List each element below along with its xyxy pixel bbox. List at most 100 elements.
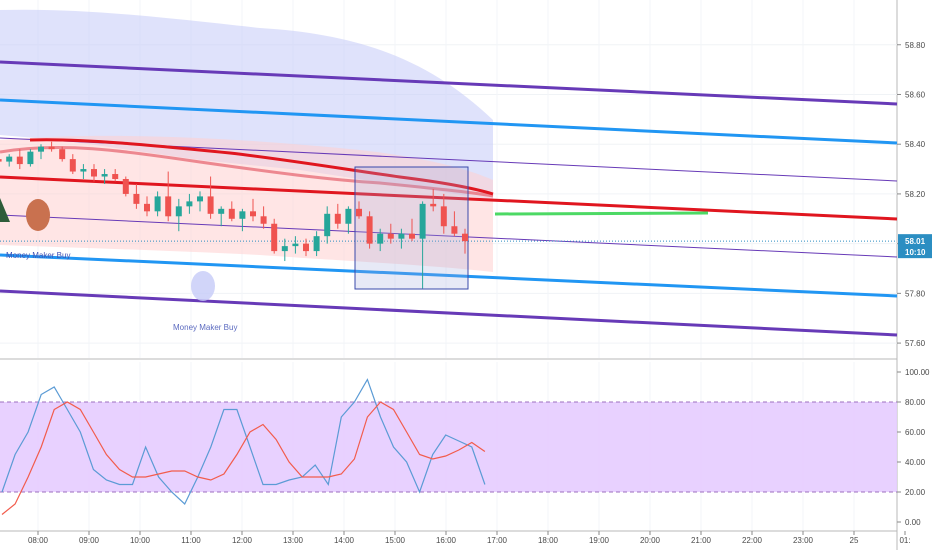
candle-body [16, 156, 23, 165]
candle-body [144, 203, 150, 212]
candles-layer [0, 141, 468, 289]
sell-marker-circle [26, 199, 50, 231]
current-price-label: 58.01 [905, 237, 926, 246]
channel-inner-bottom-line [0, 214, 898, 258]
osc-tick-label: 60.00 [905, 428, 926, 437]
osc-tick-label: 20.00 [905, 488, 926, 497]
candle-body [239, 211, 246, 219]
price-axis-background [898, 0, 932, 550]
candle-body [430, 203, 437, 207]
price-tick-label: 57.80 [905, 289, 926, 298]
price-tick-label: 58.60 [905, 90, 926, 99]
candle-body [377, 233, 384, 244]
candle-body [91, 169, 97, 177]
stoch-d-line [1, 401, 486, 515]
candle-body [228, 208, 235, 219]
overlay-layer: Money Maker Buy Money Maker Buy [0, 9, 898, 337]
candle-body [122, 179, 129, 194]
candle-body [59, 149, 66, 160]
candle-body [409, 233, 415, 239]
candle-body [303, 243, 309, 252]
candle-body [154, 196, 161, 212]
candle-body [80, 169, 87, 172]
candle-body [281, 246, 288, 252]
stoch-k-line [1, 378, 486, 505]
osc-tick-label: 0.00 [905, 518, 921, 527]
candle-body [112, 174, 119, 179]
time-tick-label: 16:00 [436, 536, 457, 545]
time-tick-label: 19:00 [589, 536, 610, 545]
time-tick-label: 17:00 [487, 536, 508, 545]
current-price-badge [898, 234, 932, 259]
candle-body [451, 226, 458, 234]
candle-body [250, 211, 256, 217]
candle-body [387, 233, 394, 239]
time-tick-label: 22:00 [742, 536, 763, 545]
price-tick-label: 57.60 [905, 339, 926, 348]
candle-body [207, 196, 214, 214]
time-tick-label: 09:00 [79, 536, 100, 545]
candle-body [440, 206, 447, 227]
time-tick-label: 08:00 [28, 536, 49, 545]
moving-average-line [29, 138, 494, 196]
candle-body [6, 156, 13, 162]
candle-body [133, 193, 140, 204]
candle-body [345, 208, 352, 224]
candle-body [292, 243, 299, 247]
candle-body [165, 196, 172, 217]
price-tick-label: 58.40 [905, 140, 926, 149]
candle-body [0, 159, 2, 162]
osc-tick-label: 100.00 [905, 368, 930, 377]
signal-line [494, 211, 709, 216]
candle-body [313, 236, 320, 252]
candle-body [218, 208, 225, 214]
time-tick-label: 21:00 [691, 536, 712, 545]
candle-body [366, 216, 373, 244]
oscillator-layer [0, 378, 897, 515]
candle-body [271, 223, 278, 252]
candle-body [419, 203, 426, 239]
money-maker-buy-label: Money Maker Buy [6, 251, 70, 260]
time-tick-label: 18:00 [538, 536, 559, 545]
candle-body [186, 201, 193, 207]
time-tick-label: 15:00 [385, 536, 406, 545]
candle-body [48, 146, 55, 150]
candle-body [356, 208, 362, 217]
candle-body [101, 174, 108, 177]
candle-body [69, 159, 76, 172]
channel-bottom-line [0, 253, 898, 298]
buy-marker-circle [191, 271, 215, 301]
candle-body [27, 151, 34, 165]
channel-outer-top-line [0, 60, 898, 106]
time-tick-label: 01: [899, 536, 910, 545]
candle-body [334, 213, 341, 224]
time-tick-label: 23:00 [793, 536, 814, 545]
time-tick-label: 11:00 [181, 536, 201, 545]
price-tick-label: 58.80 [905, 41, 926, 50]
time-tick-label: 12:00 [232, 536, 253, 545]
time-tick-label: 13:00 [283, 536, 304, 545]
time-tick-label: 20:00 [640, 536, 661, 545]
price-tick-label: 58.20 [905, 190, 926, 199]
countdown-label: 10:10 [905, 248, 926, 257]
candle-body [462, 233, 468, 242]
slow-moving-average-line [0, 145, 494, 198]
triangle-marker [0, 198, 10, 222]
channel-top-line [0, 98, 898, 145]
channel-outer-bottom-line [0, 289, 898, 337]
money-maker-buy-label: Money Maker Buy [173, 323, 237, 332]
red-trend-line [0, 175, 898, 221]
candle-body [260, 216, 267, 224]
time-tick-label: 14:00 [334, 536, 355, 545]
osc-tick-label: 80.00 [905, 398, 926, 407]
candle-body [197, 196, 203, 202]
time-tick-label: 10:00 [130, 536, 151, 545]
oscillator-band [0, 402, 897, 492]
time-tick-label: 25 [850, 536, 859, 545]
candle-body [38, 146, 44, 152]
candle-body [398, 233, 405, 239]
osc-tick-label: 40.00 [905, 458, 926, 467]
candle-body [175, 206, 182, 217]
